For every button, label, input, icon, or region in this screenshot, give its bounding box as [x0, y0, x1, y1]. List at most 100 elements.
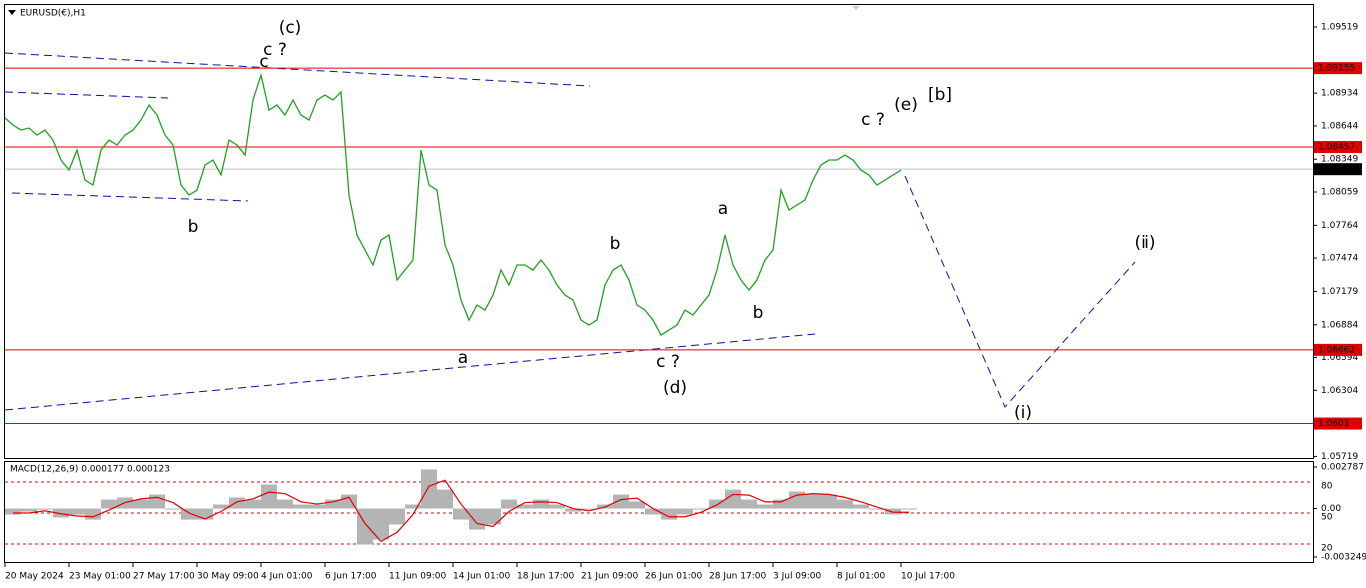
level-label: 1.08457 — [1318, 143, 1355, 153]
wave-label: (d) — [663, 378, 687, 398]
level-label: 1.06662 — [1318, 345, 1355, 355]
histogram-bar — [757, 504, 773, 509]
macd-title: MACD(12,26,9) 0.000177 0.000123 — [10, 465, 170, 475]
menu-arrow[interactable] — [8, 10, 16, 15]
y-tick-label: 1.08644 — [1321, 121, 1358, 131]
level-label-bg — [1314, 343, 1362, 356]
histogram-bar — [277, 499, 293, 509]
histogram-bar — [229, 497, 245, 509]
y-tick-label: 0.002787 — [1321, 462, 1364, 472]
histogram-bar — [325, 499, 341, 509]
y-tick-label: 1.06594 — [1321, 353, 1358, 363]
level-label-bg — [1314, 417, 1362, 430]
histogram-bar — [149, 494, 165, 509]
x-tick-label: 10 Jul 17:00 — [901, 572, 955, 582]
level-label-bg — [1314, 141, 1362, 154]
y2-tick-label: 50 — [1321, 513, 1333, 523]
histogram-bar — [485, 508, 501, 525]
histogram-bar — [165, 508, 181, 510]
histogram-bar — [581, 508, 597, 510]
histogram-bar — [5, 508, 21, 515]
histogram-bar — [469, 508, 485, 530]
wave-label: [b] — [928, 85, 952, 105]
wave-label: c — [259, 52, 268, 72]
histogram-bar — [789, 491, 805, 509]
current-price-label: 1.08261 — [1318, 165, 1355, 175]
main-layer: 1.09519 1.08934 1.08644 1.08349 1.08059 1.077… — [4, 18, 1362, 582]
histogram-bar — [661, 508, 677, 520]
wave-label: a — [458, 348, 468, 368]
histogram-bar — [373, 508, 389, 540]
macd-layer: 0.002787 0.00 -0.003249 80 50 20 — [5, 462, 1366, 562]
histogram-bar — [837, 499, 853, 509]
histogram-bar — [549, 504, 565, 509]
y-tick-label: -0.003249 — [1321, 552, 1366, 562]
y-tick-label: 1.08059 — [1321, 188, 1358, 198]
histogram-bar — [261, 484, 277, 509]
y-tick-label: 1.06304 — [1321, 386, 1358, 396]
scroll-marker — [852, 6, 860, 10]
y-tick-label: 1.07179 — [1321, 287, 1358, 297]
x-tick-label: 8 Jul 01:00 — [837, 572, 886, 582]
histogram-bar — [245, 499, 261, 509]
trend-lines — [4, 52, 1136, 411]
x-tick-label: 28 Jun 17:00 — [709, 572, 766, 582]
y-tick-label: 1.08934 — [1321, 89, 1358, 99]
histogram-bar — [693, 508, 709, 510]
histogram-bar — [741, 499, 757, 509]
x-tick-label: 21 Jun 09:00 — [581, 572, 638, 582]
histogram-bar — [181, 508, 197, 520]
histogram-bar — [21, 508, 37, 512]
y-tick-label: 1.09519 — [1321, 23, 1358, 33]
histogram-bar — [517, 504, 533, 509]
histogram-bar — [453, 508, 469, 520]
histogram-bar — [133, 499, 149, 509]
histogram-bar — [629, 501, 645, 509]
x-tick-label: 23 May 01:00 — [69, 572, 131, 582]
x-tick-label: 3 Jul 09:00 — [773, 572, 822, 582]
histogram-bar — [821, 494, 837, 509]
wave-label: (ⅱ) — [1134, 233, 1155, 253]
y-tick-label: 1.07764 — [1321, 221, 1358, 231]
histogram-bar — [773, 499, 789, 509]
histogram-bar — [805, 494, 821, 509]
wave-label: c ? — [263, 40, 287, 60]
histogram-bar — [309, 504, 325, 509]
x-tick-label: 6 Jun 17:00 — [325, 572, 377, 582]
level-label: 1.09155 — [1318, 64, 1355, 74]
histogram-bar — [437, 489, 453, 509]
histogram-bar — [869, 508, 885, 510]
histogram-bar — [645, 508, 661, 515]
wave-label: b — [753, 303, 764, 323]
histogram-bar — [101, 499, 117, 509]
x-tick-label: 18 Jun 17:00 — [517, 572, 574, 582]
histogram-bar — [85, 508, 101, 520]
y-tick-label: 0.00 — [1321, 504, 1341, 514]
histogram-bar — [853, 504, 869, 509]
main-pane — [4, 4, 1314, 459]
histogram-bar — [389, 508, 405, 525]
x-tick-label: 20 May 2024 — [5, 572, 64, 582]
histogram-bar — [293, 504, 309, 509]
x-tick-label: 27 May 17:00 — [133, 572, 195, 582]
x-tick-label: 11 Jun 09:00 — [389, 572, 446, 582]
histogram-bar — [613, 494, 629, 509]
histogram-bar — [213, 504, 229, 509]
wave-label: c ? — [656, 352, 680, 372]
price-line — [4, 72, 902, 336]
level-label-bg — [1314, 62, 1362, 75]
signal-line — [13, 479, 909, 543]
histogram-bar — [885, 508, 901, 515]
y-tick-label: 1.06884 — [1321, 320, 1358, 330]
histogram-bar — [901, 508, 917, 510]
x-tick-label: 26 Jun 01:00 — [645, 572, 702, 582]
wave-label: c ? — [861, 110, 885, 130]
histogram-bar — [37, 508, 53, 510]
level-label: 1.0601 — [1318, 419, 1350, 429]
histogram-bar — [421, 469, 437, 509]
histogram-bar — [533, 499, 549, 509]
histogram-bar — [725, 489, 741, 509]
x-tick-label: 4 Jun 01:00 — [261, 572, 313, 582]
histogram-bar — [565, 508, 581, 512]
